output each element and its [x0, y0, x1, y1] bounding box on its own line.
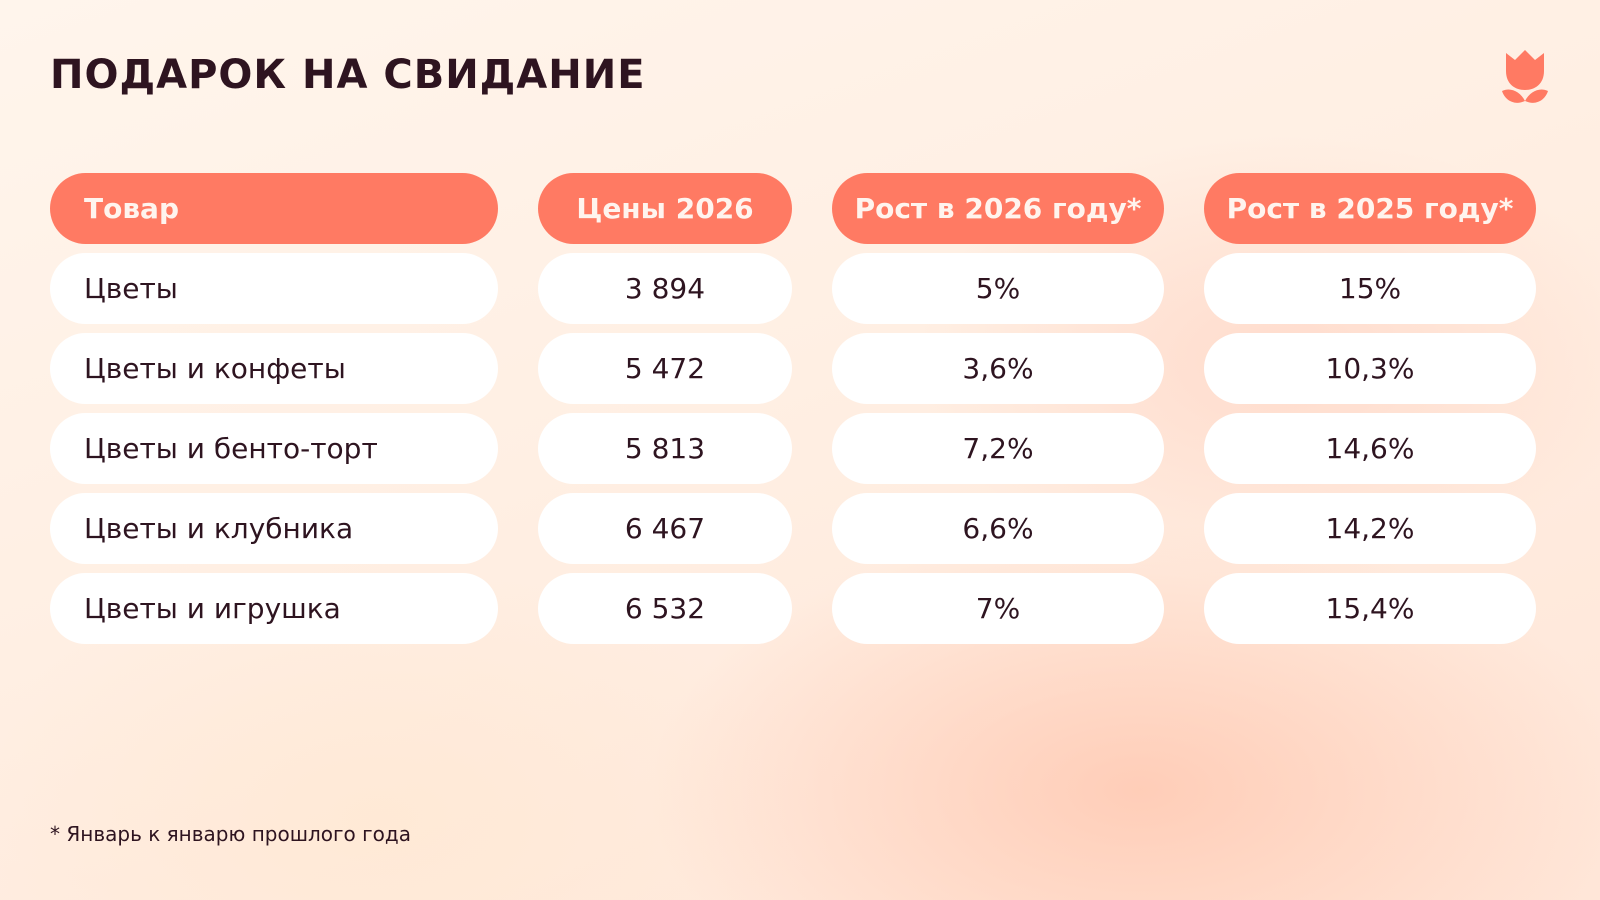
growth-2026-cell: 5% [832, 253, 1164, 324]
growth-2026-cell: 3,6% [832, 333, 1164, 404]
price-cell: 3 894 [538, 253, 792, 324]
logo [1500, 47, 1550, 107]
growth-2026-cell: 7% [832, 573, 1164, 644]
footnote: * Январь к январю прошлого года [50, 822, 411, 846]
growth-2025-cell: 10,3% [1204, 333, 1536, 404]
header-cell-growth-2025: Рост в 2025 году* [1204, 173, 1536, 244]
growth-2025-cell: 15% [1204, 253, 1536, 324]
product-cell: Цветы и конфеты [50, 333, 498, 404]
header-cell-prices-2026: Цены 2026 [538, 173, 792, 244]
growth-2025-cell: 14,2% [1204, 493, 1536, 564]
price-cell: 5 813 [538, 413, 792, 484]
product-cell: Цветы и клубника [50, 493, 498, 564]
product-cell: Цветы и бенто-торт [50, 413, 498, 484]
price-table: Товар Цены 2026 Рост в 2026 году* Рост в… [50, 173, 1536, 644]
header-cell-product: Товар [50, 173, 498, 244]
product-cell: Цветы [50, 253, 498, 324]
price-cell: 6 532 [538, 573, 792, 644]
growth-2025-cell: 14,6% [1204, 413, 1536, 484]
header-cell-growth-2026: Рост в 2026 году* [832, 173, 1164, 244]
growth-2026-cell: 7,2% [832, 413, 1164, 484]
price-cell: 6 467 [538, 493, 792, 564]
page-title: ПОДАРОК НА СВИДАНИЕ [50, 52, 646, 98]
tulip-icon [1502, 50, 1548, 103]
growth-2026-cell: 6,6% [832, 493, 1164, 564]
growth-2025-cell: 15,4% [1204, 573, 1536, 644]
price-cell: 5 472 [538, 333, 792, 404]
product-cell: Цветы и игрушка [50, 573, 498, 644]
